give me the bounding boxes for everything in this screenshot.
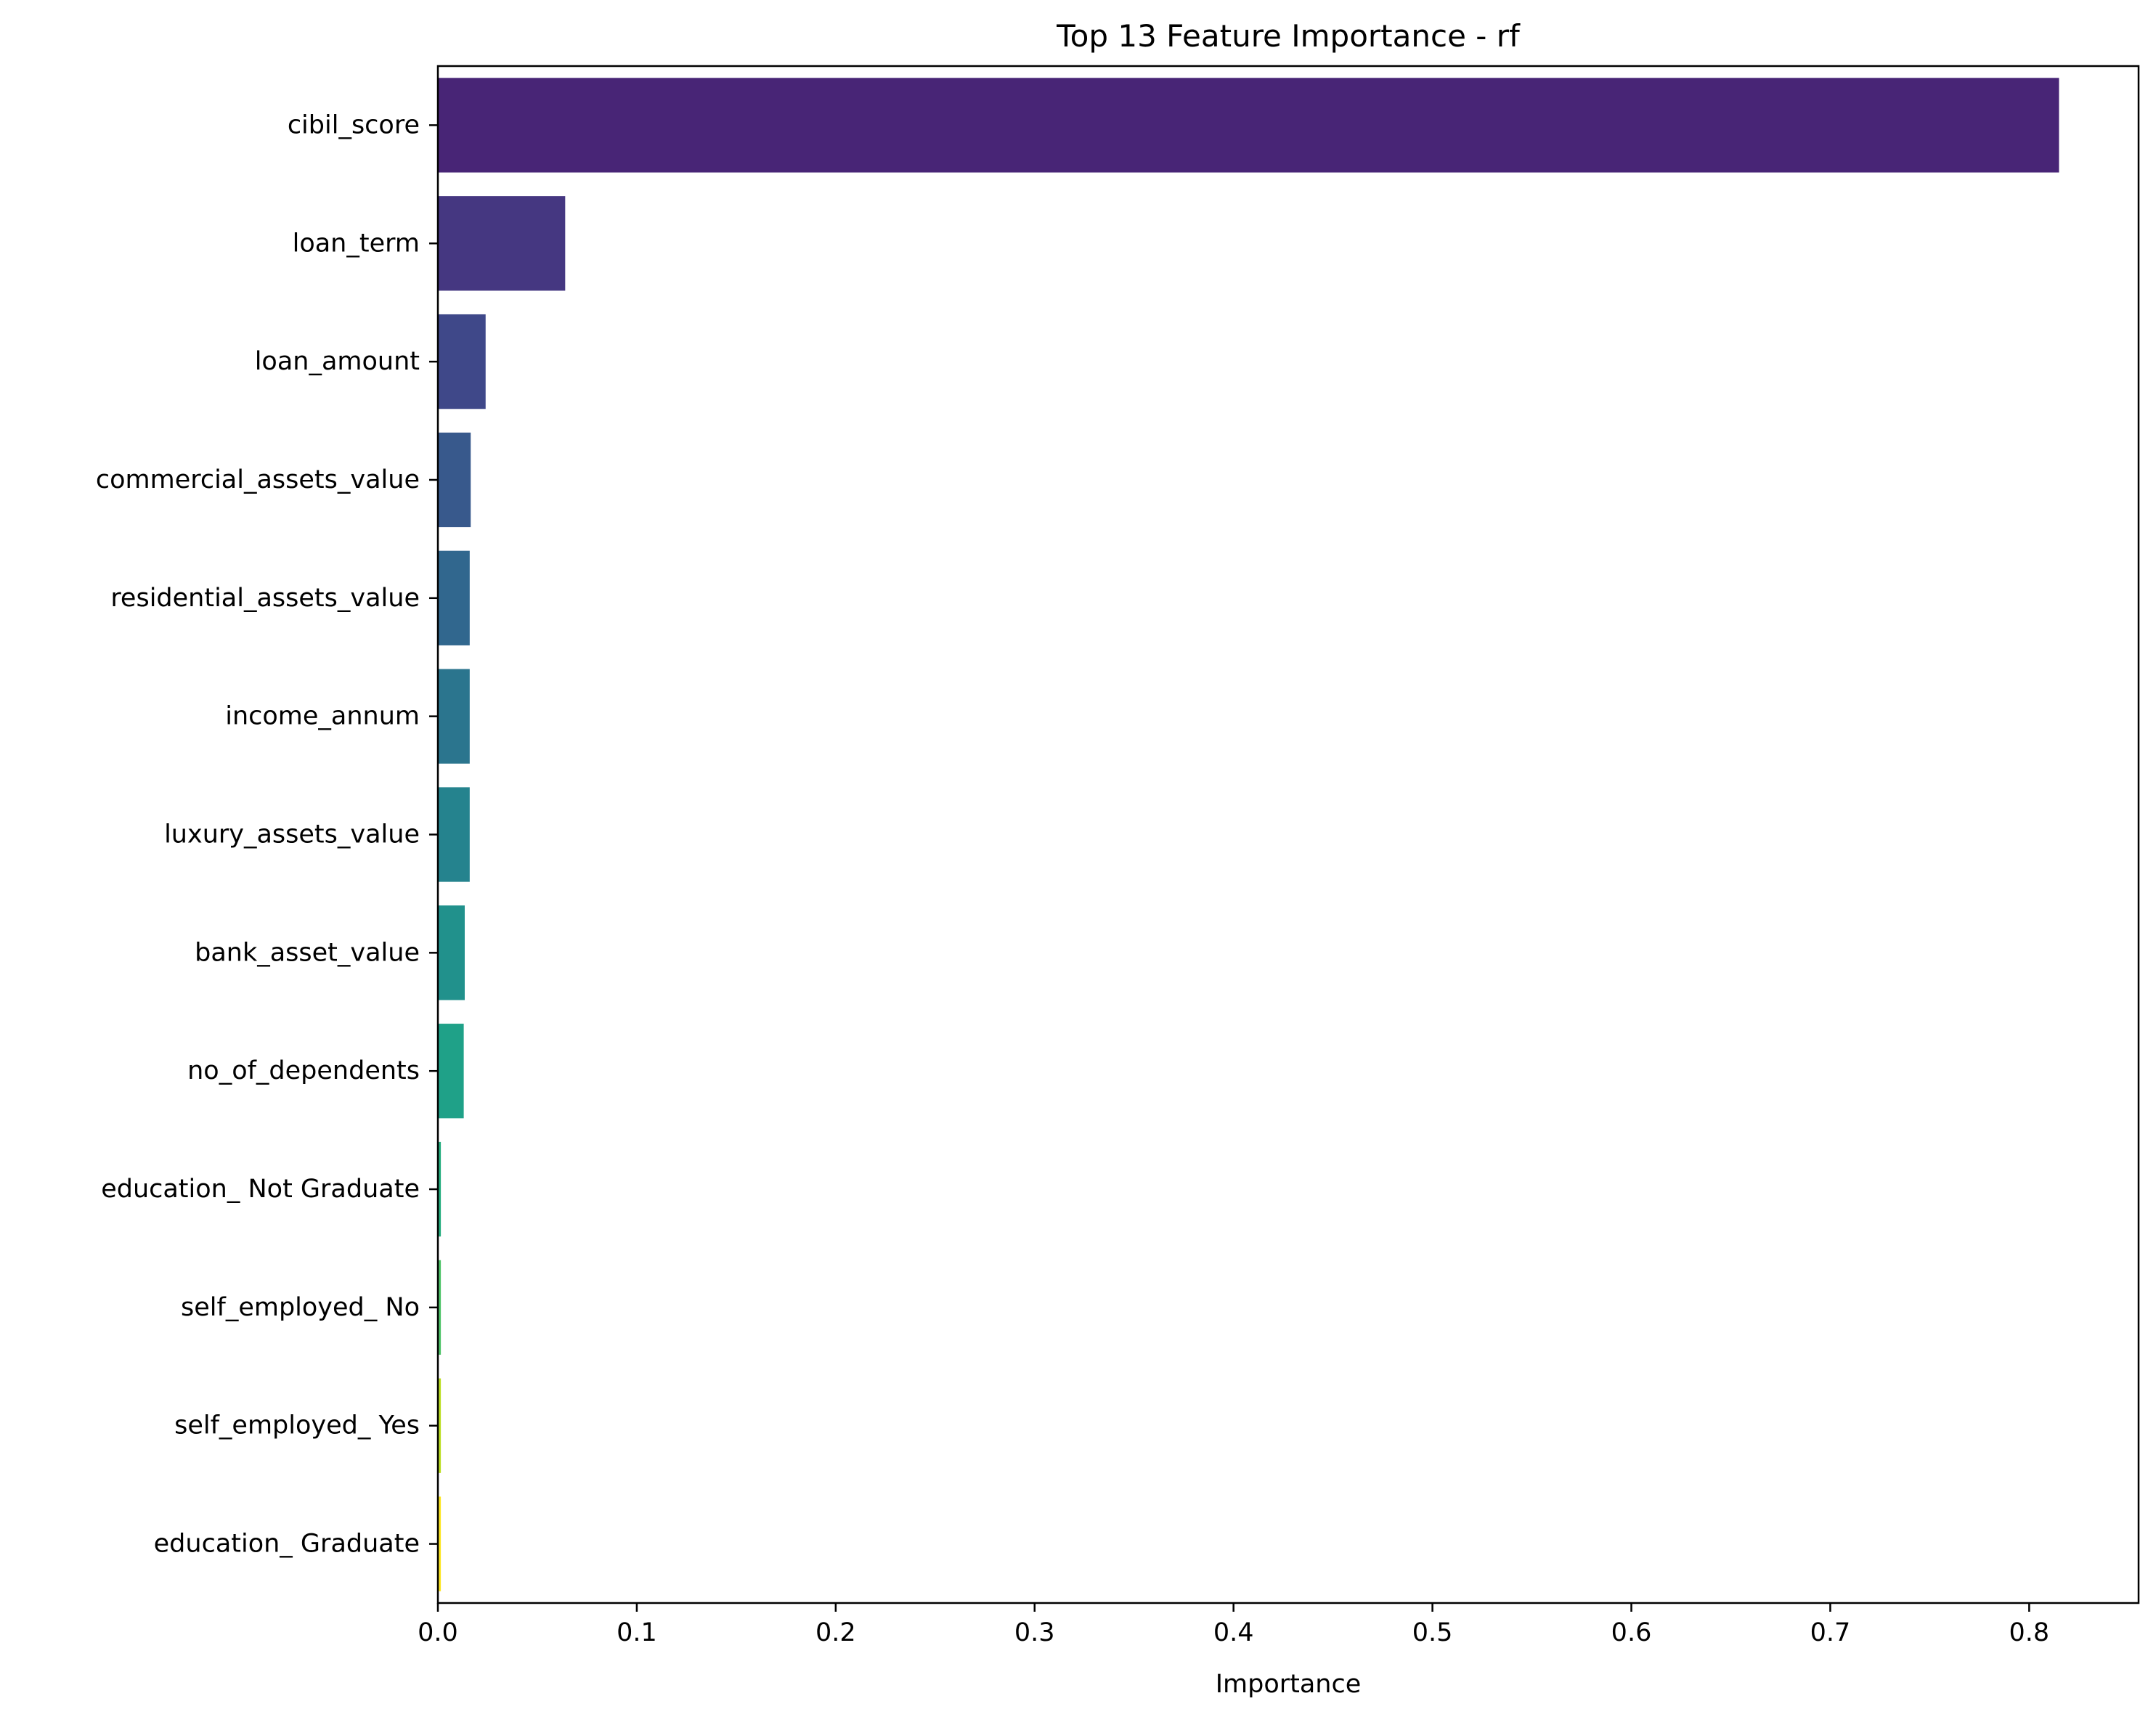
x-tick-label: 0.6 [1611,1618,1652,1647]
y-tick-label: income_annum [225,702,420,731]
x-tick-label: 0.8 [2009,1618,2050,1647]
y-tick-label: no_of_dependents [187,1056,420,1085]
y-tick-label: commercial_assets_value [96,465,420,494]
x-tick-label: 0.2 [815,1618,856,1647]
y-tick-label: loan_term [293,229,420,258]
bar-self-employed-yes [438,1378,442,1473]
bar-loan-amount [438,314,486,409]
bar-income-annum [438,669,470,764]
y-tick-label: bank_asset_value [195,938,420,967]
x-tick-label: 0.3 [1014,1618,1055,1647]
bar-education-graduate [438,1496,442,1591]
bar-residential-assets-value [438,550,470,645]
bar-education-not-graduate [438,1141,442,1237]
y-axis-ticks: cibil_score loan_term loan_amount commercia… [96,110,438,1559]
y-tick-label: cibil_score [288,110,420,139]
bar-self-employed-no [438,1260,442,1355]
x-axis-ticks: 0.0 0.1 0.2 0.3 0.4 0.5 0.6 0.7 0.8 [418,1603,2049,1647]
bars-group [438,78,2059,1591]
y-tick-label: self_employed_ No [181,1293,420,1322]
y-tick-label: luxury_assets_value [164,820,420,849]
x-tick-label: 0.0 [418,1618,458,1647]
x-tick-label: 0.7 [1810,1618,1851,1647]
bar-luxury-assets-value [438,787,470,882]
y-tick-label: education_ Not Graduate [101,1175,420,1204]
x-tick-label: 0.5 [1412,1618,1453,1647]
y-tick-label: education_ Graduate [154,1530,420,1559]
y-tick-label: loan_amount [255,347,420,376]
x-axis-label: Importance [1216,1670,1362,1699]
x-tick-label: 0.1 [617,1618,657,1647]
bar-bank-asset-value [438,905,465,1000]
bar-commercial-assets-value [438,432,471,528]
bar-loan-term [438,196,566,291]
y-tick-label: self_employed_ Yes [174,1411,420,1440]
plot-area-frame [436,65,2140,1604]
chart-title: Top 13 Feature Importance - rf [1056,18,1521,54]
bar-no-of-dependents [438,1024,464,1119]
x-tick-label: 0.4 [1213,1618,1254,1647]
y-tick-label: residential_assets_value [110,584,420,613]
bar-cibil-score [438,78,2059,173]
